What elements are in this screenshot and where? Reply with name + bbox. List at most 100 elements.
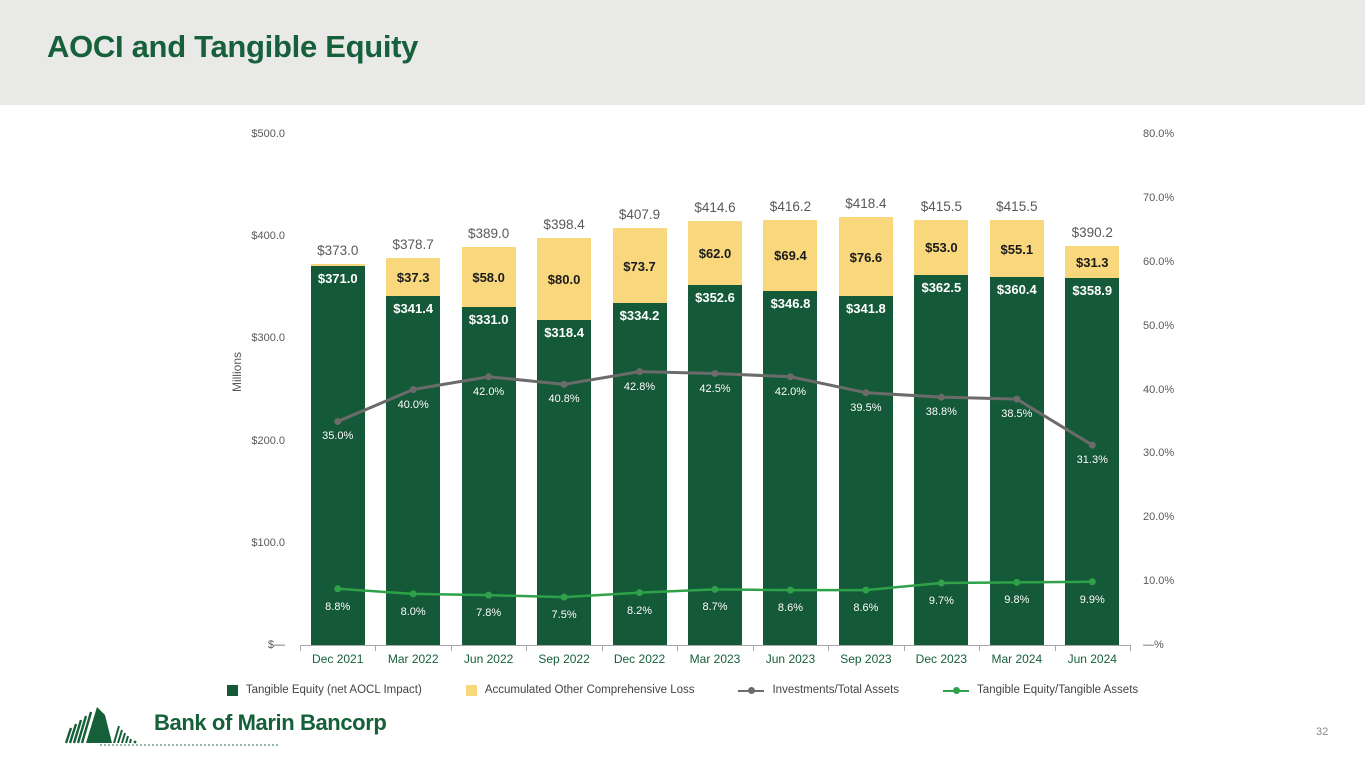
bar-green-value-label: $318.4 bbox=[544, 324, 584, 340]
line-point-label: 8.0% bbox=[400, 605, 426, 618]
x-axis-tick bbox=[450, 645, 452, 651]
x-axis-category-label: Mar 2023 bbox=[689, 652, 741, 666]
left-axis-tick: $200.0 bbox=[251, 434, 285, 447]
bar-yellow-value-label: $37.3 bbox=[396, 270, 430, 286]
line-point-marker bbox=[711, 585, 719, 593]
line-point-label: 40.8% bbox=[548, 393, 580, 406]
line-point-label: 39.5% bbox=[850, 401, 882, 414]
right-axis-tick: 40.0% bbox=[1143, 383, 1175, 396]
x-axis-tick bbox=[677, 645, 679, 651]
x-axis-category-label: Jun 2024 bbox=[1067, 652, 1117, 666]
bar-segment-tangible-equity bbox=[688, 284, 742, 645]
legend-label: Investments/Total Assets bbox=[772, 684, 900, 696]
left-axis: $500.0 $400.0 $300.0 $200.0 $100.0 $— bbox=[205, 128, 285, 651]
x-axis-category-label: Mar 2024 bbox=[991, 652, 1043, 666]
line-point-marker bbox=[1013, 395, 1021, 403]
line-point-label: 8.6% bbox=[853, 602, 879, 615]
line-point-marker bbox=[862, 586, 870, 594]
line-point-marker bbox=[560, 380, 568, 388]
line-point-marker bbox=[937, 579, 945, 587]
bar-segment-aocl bbox=[461, 247, 516, 307]
bar-green-value-label: $360.4 bbox=[996, 281, 1037, 297]
bar-green-value-label: $352.6 bbox=[695, 289, 735, 305]
plot-area: $373.0 $371.0 $378.7 $341.4 $37.3 $389.0 $331.… bbox=[300, 134, 1130, 645]
bar-total-label: $418.4 bbox=[845, 196, 887, 212]
line-point-marker bbox=[409, 590, 417, 598]
legend-swatch-dot bbox=[953, 686, 961, 694]
line-series-overlay bbox=[334, 368, 1096, 601]
left-axis-tick: $— bbox=[267, 639, 285, 651]
bar-total-label: $390.2 bbox=[1071, 225, 1113, 241]
line-point-marker bbox=[786, 586, 794, 594]
x-axis-tick bbox=[828, 645, 830, 651]
legend-item: Accumulated Other Comprehensive Loss bbox=[465, 684, 695, 696]
footer-logo: Bank of Marin Bancorp bbox=[64, 701, 387, 745]
right-axis-tick: 60.0% bbox=[1143, 255, 1175, 268]
bar-yellow-value-label: $69.4 bbox=[774, 248, 807, 264]
x-axis-category-label: Jun 2023 bbox=[765, 652, 816, 666]
x-axis-category-label: Dec 2022 bbox=[613, 652, 666, 666]
line-point-marker bbox=[711, 370, 719, 378]
bar-yellow-value-label: $55.1 bbox=[1000, 241, 1034, 257]
legend-item: Tangible Equity/Tangible Assets bbox=[943, 684, 1138, 696]
line-point-label: 42.8% bbox=[623, 380, 656, 393]
bar-green-value-label: $341.8 bbox=[846, 300, 886, 316]
bar-total-label: $415.5 bbox=[996, 199, 1038, 215]
right-axis-tick: 50.0% bbox=[1143, 319, 1175, 332]
line-point-label: 42.0% bbox=[473, 385, 505, 398]
x-axis-category-label: Dec 2021 bbox=[312, 652, 364, 666]
line-point-label: 9.9% bbox=[1079, 593, 1105, 606]
x-axis-category-label: Jun 2022 bbox=[463, 652, 514, 666]
line-point-label: 8.2% bbox=[626, 604, 653, 617]
page-number: 32 bbox=[1316, 726, 1329, 738]
right-axis-tick: 30.0% bbox=[1143, 447, 1175, 460]
legend-swatch-square bbox=[465, 684, 477, 696]
legend-swatch-dot bbox=[748, 686, 756, 694]
legend-swatch-line-dot bbox=[738, 686, 765, 695]
legend-item: Investments/Total Assets bbox=[738, 684, 899, 696]
bar-segment-aocl bbox=[763, 219, 818, 291]
bar-segment-aocl bbox=[914, 220, 969, 275]
left-axis-tick: $500.0 bbox=[251, 128, 285, 140]
bar-segment-aocl bbox=[838, 217, 893, 296]
line-point-label: 38.8% bbox=[925, 406, 957, 419]
legend-label: Accumulated Other Comprehensive Loss bbox=[484, 684, 695, 696]
line-point-label: 7.5% bbox=[551, 609, 577, 622]
line-point-label: 8.7% bbox=[702, 601, 728, 614]
bar-segment-tangible-equity bbox=[461, 306, 516, 645]
bar-segment-aocl bbox=[537, 237, 592, 320]
left-axis-title: Millions bbox=[230, 352, 244, 393]
bar-green-value-label: $346.8 bbox=[770, 295, 811, 311]
bar-total-label: $398.4 bbox=[543, 216, 585, 232]
line-point-label: 7.8% bbox=[476, 607, 502, 620]
bar-yellow-value-label: $53.0 bbox=[925, 240, 958, 256]
line-point-marker bbox=[786, 373, 794, 381]
bar-segment-tangible-equity bbox=[612, 303, 667, 645]
line-point-marker bbox=[636, 368, 644, 376]
logo-underline bbox=[100, 744, 278, 746]
x-axis-tick bbox=[1130, 645, 1131, 651]
bar-segment-tangible-equity bbox=[386, 296, 441, 645]
line-point-marker bbox=[1088, 441, 1096, 449]
line-point-marker bbox=[937, 393, 945, 401]
bar-segment-aocl bbox=[310, 263, 365, 266]
line-point-marker bbox=[1013, 578, 1021, 586]
x-axis-tick bbox=[1054, 645, 1056, 651]
x-axis-category-label: Mar 2022 bbox=[387, 652, 439, 666]
right-axis-tick: 20.0% bbox=[1143, 511, 1175, 524]
bar-total-label: $378.7 bbox=[392, 236, 434, 252]
right-axis-tick: 80.0% bbox=[1143, 128, 1175, 140]
legend: Tangible Equity (net AOCL Impact) Accumul… bbox=[0, 684, 1365, 696]
right-axis-tick: —% bbox=[1143, 639, 1164, 651]
bar-total-label: $373.0 bbox=[317, 242, 359, 258]
x-axis-tick bbox=[752, 645, 754, 651]
bank-of-marin-logo-icon bbox=[64, 707, 137, 744]
x-axis-line bbox=[300, 645, 1131, 646]
bar-yellow-value-label: $31.3 bbox=[1075, 255, 1109, 271]
bar-yellow-value-label: $73.7 bbox=[623, 258, 656, 274]
legend-swatch-line-dot bbox=[943, 686, 970, 695]
line-point-marker bbox=[334, 417, 342, 425]
line-point-label: 42.5% bbox=[699, 382, 731, 395]
line-point-label: 8.6% bbox=[777, 602, 803, 615]
